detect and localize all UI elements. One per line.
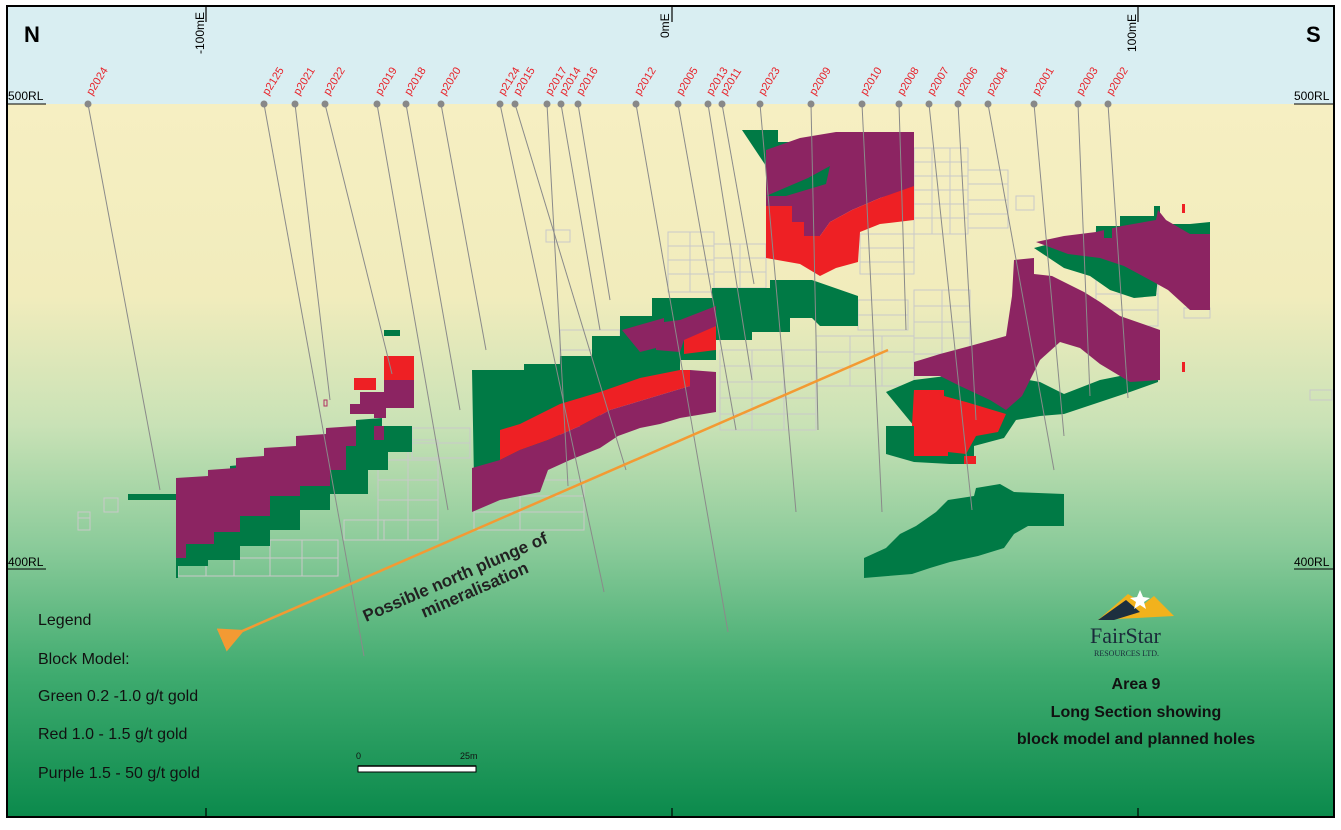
title-line3: block model and planned holes [1017, 731, 1255, 748]
legend-subheading: Block Model: [38, 651, 130, 668]
purple-block-north-b [350, 380, 414, 418]
title-block: Area 9 Long Section showing block model … [1017, 676, 1255, 748]
ground [7, 104, 1334, 817]
red-tick-south-b [1182, 362, 1185, 372]
rl-500-left: 500RL [8, 89, 44, 103]
logo-subtitle: RESOURCES LTD. [1094, 649, 1159, 658]
easting-label-east: 100mE [1125, 14, 1139, 52]
title-line1: Area 9 [1112, 676, 1161, 693]
title-line2: Long Section showing [1051, 704, 1222, 721]
legend-item-red: Red 1.0 - 1.5 g/t gold [38, 726, 187, 743]
purple-zone-upper [766, 132, 914, 236]
purple-wedge-central [622, 318, 664, 352]
north-label: N [24, 22, 40, 47]
easting-label-center: 0mE [658, 13, 672, 38]
figure-border [6, 5, 1335, 818]
south-orebody [864, 204, 1210, 578]
red-zone-central [500, 370, 690, 460]
scale-bar: 0 25m [356, 751, 478, 773]
purple-zone-central-small [624, 306, 716, 352]
fairstar-logo: FairStar RESOURCES LTD. [1090, 590, 1174, 658]
drill-hole-collars [84, 100, 1112, 108]
easting-ticks [205, 6, 1139, 817]
purple-zone-south-upper [1036, 210, 1210, 310]
plunge-arrow [216, 348, 889, 652]
green-zone-upper [742, 130, 800, 166]
red-tick-south-a [1182, 204, 1185, 213]
easting-label-west: -100mE [193, 12, 207, 54]
legend-item-green: Green 0.2 -1.0 g/t gold [38, 688, 198, 705]
red-block-south [914, 426, 948, 456]
purple-zone-central [472, 370, 716, 512]
sky-band [7, 6, 1334, 104]
rl-400-right: 400RL [1294, 555, 1330, 569]
drill-hole-traces [87, 103, 1129, 657]
rl-400-left: 400RL [8, 555, 44, 569]
rl-ticks [7, 103, 1334, 570]
green-speck-north [384, 330, 400, 336]
purple-zone-north [176, 426, 356, 558]
north-orebody [128, 330, 414, 578]
purple-speck-north [374, 426, 384, 440]
green-zone-south-deep [864, 484, 1064, 578]
upper-orebody [742, 130, 914, 276]
small-outline-north [323, 399, 328, 407]
green-speck-south [1104, 226, 1112, 238]
scale-start-label: 0 [356, 751, 361, 761]
green-wedge-upper [766, 166, 830, 196]
central-orebody [472, 280, 858, 512]
purple-zone-south-main [914, 258, 1160, 410]
south-label: S [1306, 22, 1321, 47]
red-zone-upper [766, 186, 914, 276]
legend-heading: Legend [38, 612, 91, 629]
legend: Legend Block Model: Green 0.2 -1.0 g/t g… [38, 612, 200, 782]
legend-item-purple: Purple 1.5 - 50 g/t gold [38, 765, 200, 782]
logo-mountain-shade [1098, 600, 1140, 620]
logo-star [1130, 590, 1150, 609]
logo-name: FairStar [1090, 623, 1162, 648]
red-speck-south [964, 456, 976, 464]
rl-500-right: 500RL [1294, 89, 1330, 103]
scale-end-label: 25m [460, 751, 478, 761]
red-block-north-a [354, 378, 376, 390]
